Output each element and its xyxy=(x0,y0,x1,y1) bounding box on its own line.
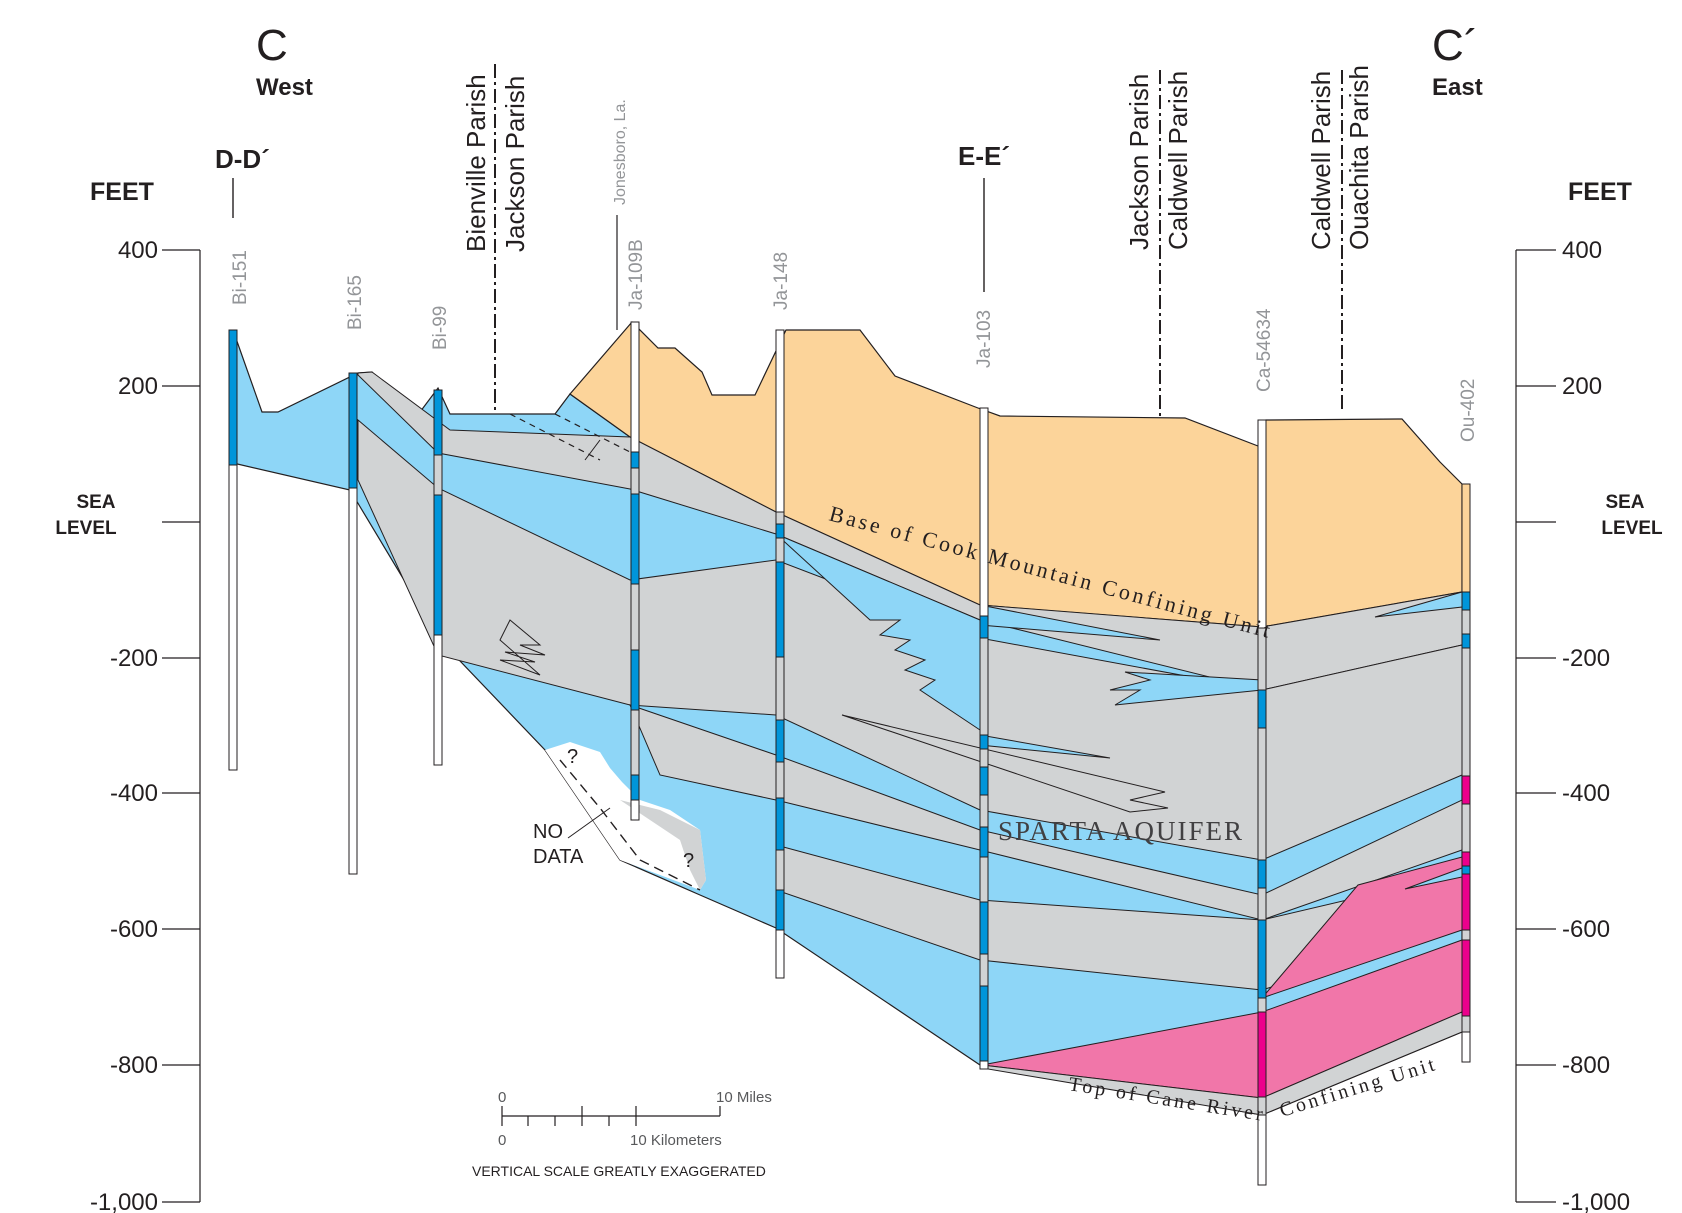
well-label-bi-151: Bi-151 xyxy=(230,250,251,305)
well-ca-54634 xyxy=(1257,419,1267,1186)
outcrop-dash-2 xyxy=(554,413,631,453)
no-data-rim xyxy=(620,800,706,890)
right-tick-neg400: -400 xyxy=(1562,780,1610,807)
parish-2-right: Caldwell Parish xyxy=(1163,71,1193,250)
well-bi-165 xyxy=(348,372,358,875)
well-bi-99 xyxy=(433,389,443,766)
outcrop-leader xyxy=(584,439,601,461)
well-ja-103 xyxy=(979,407,989,1070)
parish-1-left: Bienville Parish xyxy=(461,74,491,252)
section-end-letter: C´ xyxy=(1432,21,1478,70)
no-data-label-2: DATA xyxy=(533,846,584,868)
well-label-bi-99: Bi-99 xyxy=(430,306,451,350)
right-unit-label: FEET xyxy=(1568,178,1632,206)
well-label-ja-148: Ja-148 xyxy=(771,252,792,310)
right-tick-400: 400 xyxy=(1562,237,1602,264)
left-sea-level-1: SEA xyxy=(76,492,115,513)
parish-2-left: Jackson Parish xyxy=(1124,74,1154,250)
vertical-scale-note: VERTICAL SCALE GREATLY EXAGGERATED xyxy=(472,1163,766,1179)
no-data-label-1: NO xyxy=(533,821,563,843)
section-start-letter: C xyxy=(256,21,288,70)
well-bi-151 xyxy=(228,329,238,771)
geologic-layers xyxy=(232,321,1463,1116)
town-label: Jonesboro, La. xyxy=(612,99,629,205)
scale-bar xyxy=(501,1106,721,1126)
well-ja-109b xyxy=(630,321,640,821)
right-sea-level-2: LEVEL xyxy=(1601,518,1663,539)
well-label-ou-402: Ou-402 xyxy=(1458,379,1479,442)
crossing-d-label: D-D´ xyxy=(215,144,270,174)
well-label-ca-54634: Ca-54634 xyxy=(1254,308,1275,392)
left-tick-neg600: -600 xyxy=(110,916,158,943)
left-tick-neg200: -200 xyxy=(110,645,158,672)
no-data-area xyxy=(545,742,706,890)
wells xyxy=(228,321,1471,1186)
well-ja-148 xyxy=(775,329,785,979)
right-tick-200: 200 xyxy=(1562,373,1602,400)
section-start-direction: West xyxy=(256,74,313,101)
scale-miles-zero: 0 xyxy=(498,1089,506,1106)
parish-1-right: Jackson Parish xyxy=(500,76,530,252)
left-tick-neg800: -800 xyxy=(110,1052,158,1079)
no-data-query-2: ? xyxy=(683,850,694,872)
scale-km-zero: 0 xyxy=(498,1132,506,1149)
clay-tongue-2 xyxy=(1109,671,1263,706)
well-ou-402 xyxy=(1461,483,1471,1063)
right-sea-level-1: SEA xyxy=(1605,492,1644,513)
left-tick-200: 200 xyxy=(118,373,158,400)
left-tick-400: 400 xyxy=(118,237,158,264)
right-tick-neg1000: -1,000 xyxy=(1562,1189,1630,1213)
section-end-direction: East xyxy=(1432,74,1483,101)
no-data-leader xyxy=(567,807,611,839)
left-sea-level-2: LEVEL xyxy=(55,518,117,539)
left-tick-neg400: -400 xyxy=(110,780,158,807)
parish-3-right: Ouachita Parish xyxy=(1344,65,1374,250)
left-unit-label: FEET xyxy=(90,178,154,206)
right-tick-neg200: -200 xyxy=(1562,645,1610,672)
right-axis xyxy=(1515,249,1556,1203)
parish-3-left: Caldwell Parish xyxy=(1306,71,1336,250)
crossing-e-label: E-E´ xyxy=(958,141,1010,171)
well-label-ja-109b: Ja-109B xyxy=(626,239,647,310)
no-data-query-1: ? xyxy=(567,746,578,768)
left-axis xyxy=(162,249,201,1203)
outcrop-dash-1 xyxy=(509,413,601,461)
clay-tongue-4 xyxy=(841,714,1169,813)
right-tick-neg600: -600 xyxy=(1562,916,1610,943)
right-tick-neg800: -800 xyxy=(1562,1052,1610,1079)
scale-km-label: 10 Kilometers xyxy=(630,1132,722,1149)
no-data-boundary xyxy=(559,759,701,891)
interfinger-zigzag-west xyxy=(499,619,546,676)
scale-miles-label: 10 Miles xyxy=(716,1089,772,1106)
well-label-bi-165: Bi-165 xyxy=(345,275,366,330)
well-label-ja-103: Ja-103 xyxy=(974,310,995,368)
left-tick-neg1000: -1,000 xyxy=(90,1189,158,1213)
parish-boundaries xyxy=(494,64,1343,418)
sparta-aquifer-label: SPARTA AQUIFER xyxy=(998,816,1244,846)
